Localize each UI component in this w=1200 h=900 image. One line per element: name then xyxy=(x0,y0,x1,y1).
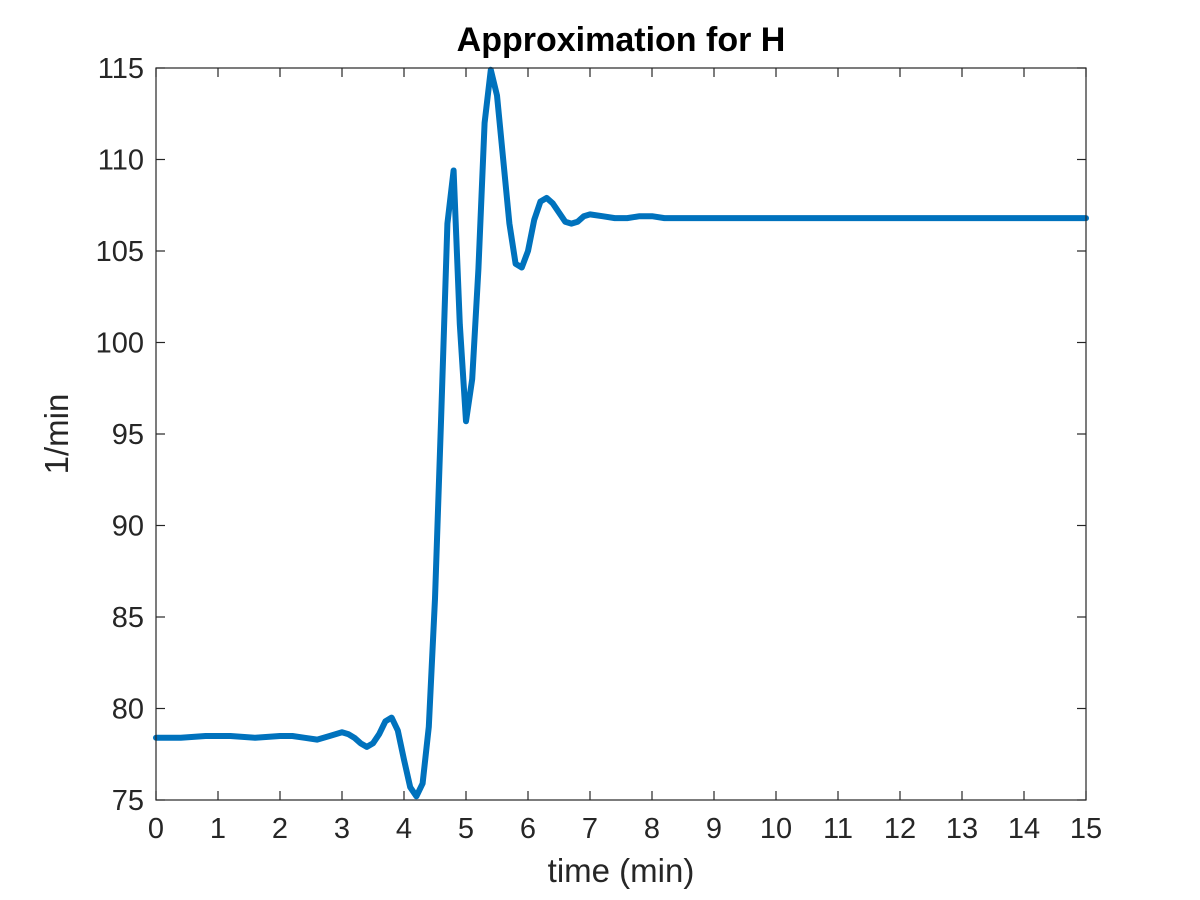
x-tick-label: 8 xyxy=(644,813,660,845)
x-tick-label: 2 xyxy=(272,813,288,845)
plot-area xyxy=(156,68,1086,800)
x-axis-label: time (min) xyxy=(548,852,695,889)
y-tick-label: 85 xyxy=(112,602,144,634)
x-tick-label: 12 xyxy=(884,813,916,845)
x-tick-label: 11 xyxy=(823,813,853,845)
x-tick-label: 9 xyxy=(706,813,722,845)
x-tick-label: 6 xyxy=(520,813,536,845)
x-tick-label: 10 xyxy=(760,813,792,845)
y-axis-label: 1/min xyxy=(38,394,75,475)
y-tick-label: 75 xyxy=(112,785,144,817)
y-tick-label: 80 xyxy=(112,694,144,726)
chart-title: Approximation for H xyxy=(457,21,786,59)
y-tick-label: 110 xyxy=(98,145,144,177)
series-line xyxy=(153,66,1089,800)
x-tick-label: 0 xyxy=(148,813,164,845)
plot-frame xyxy=(155,67,1087,801)
x-tick-label: 15 xyxy=(1070,813,1102,845)
x-tick-label: 3 xyxy=(334,813,350,845)
x-axis-ticks: 0 1 2 3 4 5 6 7 8 9 10 11 12 13 14 15 xyxy=(148,68,1102,845)
y-tick-label: 115 xyxy=(98,53,144,85)
y-tick-label: 100 xyxy=(96,328,144,360)
x-tick-label: 1 xyxy=(210,813,226,845)
y-tick-label: 90 xyxy=(112,511,144,543)
x-tick-label: 7 xyxy=(582,813,598,845)
y-axis-ticks: 75 80 85 90 95 100 105 110 115 xyxy=(96,53,1086,817)
x-tick-label: 4 xyxy=(396,813,412,845)
x-tick-label: 14 xyxy=(1008,813,1040,845)
y-tick-label: 95 xyxy=(112,419,144,451)
x-tick-label: 13 xyxy=(946,813,978,845)
y-tick-label: 105 xyxy=(96,236,144,268)
x-tick-label: 5 xyxy=(458,813,474,845)
